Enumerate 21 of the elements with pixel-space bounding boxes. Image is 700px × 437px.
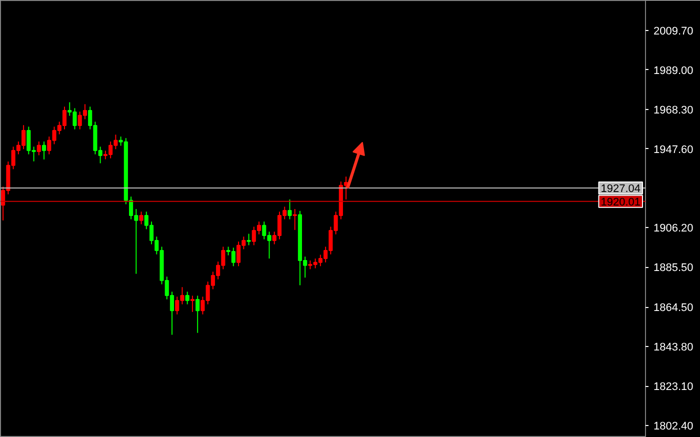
candlestick	[185, 291, 190, 305]
candlestick	[288, 198, 292, 220]
candlestick	[42, 141, 46, 160]
y-tick-label: 1885.50	[654, 262, 694, 274]
candlestick	[292, 208, 297, 230]
candlestick	[196, 295, 200, 334]
candlestick	[36, 141, 41, 156]
y-tick-label: 1802.40	[654, 420, 694, 432]
y-tick-label: 1843.80	[654, 342, 694, 354]
candlestick	[139, 211, 144, 225]
candlestick	[246, 233, 251, 246]
y-tick-label: 1864.50	[654, 302, 694, 314]
y-tick-label: 1968.30	[654, 104, 694, 116]
candlestick	[190, 295, 194, 312]
ref-line-label: 1927.04	[600, 182, 641, 195]
y-tick-label: 1947.60	[654, 144, 694, 156]
ref-line-label: 1920.01	[600, 196, 641, 208]
y-tick-label: 1906.20	[654, 222, 694, 235]
y-tick-label: 2009.70	[654, 25, 694, 38]
y-tick-label: 1989.00	[654, 64, 694, 77]
y-tick-label: 1823.10	[654, 381, 694, 394]
